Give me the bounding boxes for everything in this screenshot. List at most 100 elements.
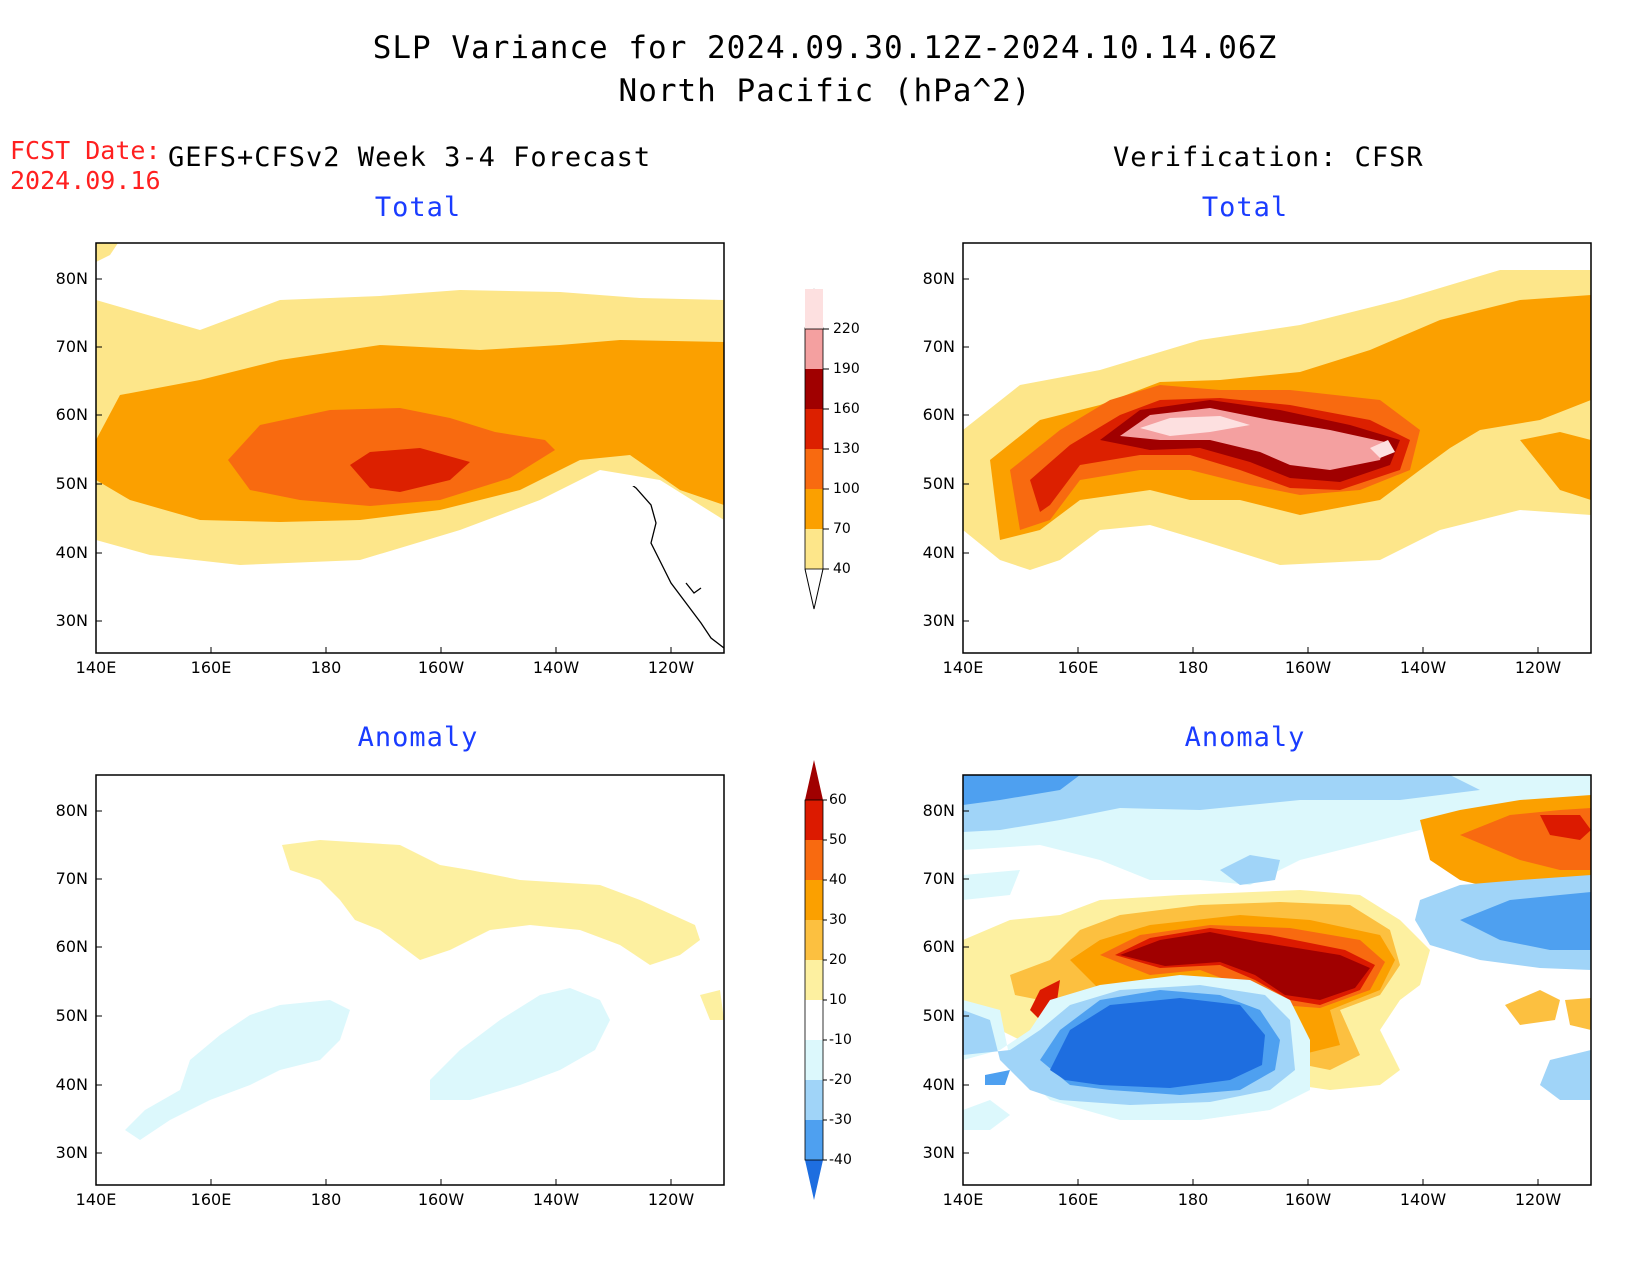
colorbar-total-swatch [805, 489, 823, 529]
colorbar-anomaly-swatch [805, 920, 823, 960]
colorbar-total-label: 220 [833, 321, 860, 337]
lat-tick-label: 70N [56, 337, 88, 356]
colorbar-anomaly-label: 10 [829, 992, 847, 1008]
lat-tick-label: 40N [923, 543, 955, 562]
colorbar-total-swatch [805, 369, 823, 409]
lat-tick-label: 40N [56, 1075, 88, 1094]
lon-tick-label: 180 [311, 658, 342, 677]
lat-tick-label: 30N [56, 1143, 88, 1162]
lat-tick-label: 80N [56, 801, 88, 820]
colorbar-anomaly-swatch [805, 760, 823, 800]
verification-total-map [963, 243, 1591, 653]
lon-tick-label: 140W [1400, 658, 1447, 677]
lat-tick-label: 70N [923, 337, 955, 356]
lat-tick-label: 50N [923, 474, 955, 493]
lat-tick-label: 50N [56, 1006, 88, 1025]
verification-header: Verification: CFSR [1113, 142, 1424, 173]
lon-tick-label: 160W [1285, 1190, 1332, 1209]
colorbar-total-label: 40 [833, 561, 851, 577]
lat-tick-label: 60N [56, 405, 88, 424]
axis-labels: 80N 70N 60N 50N 40N 30N 140E 160E 180 160W 140W 120… [56, 269, 1562, 1209]
colorbar-anomaly-swatch [805, 880, 823, 920]
lon-tick-label: 120W [648, 1190, 695, 1209]
lon-tick-label: 180 [1178, 1190, 1209, 1209]
colorbar-anomaly-label: 60 [829, 792, 847, 808]
colorbar-total-label: 70 [833, 521, 851, 537]
colorbar-anomaly: 60 50 40 30 20 10 -10 -20 -30 -40 [804, 760, 852, 1200]
lat-tick-label: 50N [56, 474, 88, 493]
main-title: SLP Variance for 2024.09.30.12Z-2024.10.… [372, 30, 1278, 66]
colorbar-total-label: 130 [833, 441, 860, 457]
colorbar-anomaly-label: -20 [829, 1072, 852, 1088]
colorbar-anomaly-swatch [805, 960, 823, 1000]
lon-tick-label: 140W [533, 658, 580, 677]
lat-tick-label: 80N [56, 269, 88, 288]
colorbar-total-swatch [805, 449, 823, 489]
colorbar-total: 220 190 160 130 100 70 40 [804, 288, 860, 610]
forecast-anomaly-subtitle: Anomaly [357, 722, 479, 753]
lat-tick-label: 80N [923, 801, 955, 820]
forecast-anomaly-map [96, 775, 724, 1185]
verification-anomaly-map [963, 775, 1591, 1185]
colorbar-total-swatch [805, 409, 823, 449]
fcst-date: 2024.09.16 [10, 166, 161, 195]
colorbar-anomaly-label: -10 [829, 1032, 852, 1048]
lon-tick-label: 140E [76, 658, 117, 677]
colorbar-total-swatch [805, 529, 823, 569]
lon-tick-label: 140W [1400, 1190, 1447, 1209]
colorbar-total-label: 160 [833, 401, 860, 417]
lat-tick-label: 60N [56, 937, 88, 956]
lat-tick-label: 60N [923, 405, 955, 424]
lat-tick-label: 30N [923, 1143, 955, 1162]
colorbar-anomaly-label: 50 [829, 832, 847, 848]
lat-tick-label: 70N [923, 869, 955, 888]
lat-tick-label: 70N [56, 869, 88, 888]
lat-tick-label: 40N [923, 1075, 955, 1094]
colorbar-anomaly-swatch [805, 840, 823, 880]
colorbar-anomaly-swatch [805, 1000, 823, 1040]
forecast-total-map [96, 243, 724, 653]
lon-tick-label: 160E [1058, 1190, 1099, 1209]
colorbar-anomaly-swatch [805, 1120, 823, 1160]
lon-tick-label: 140W [533, 1190, 580, 1209]
colorbar-anomaly-swatch [805, 800, 823, 840]
colorbar-total-swatch [805, 289, 823, 329]
lon-tick-label: 160E [1058, 658, 1099, 677]
colorbar-total-swatch [805, 329, 823, 369]
forecast-total-subtitle: Total [374, 192, 462, 223]
lat-tick-label: 50N [923, 1006, 955, 1025]
colorbar-anomaly-label: -30 [829, 1112, 852, 1128]
lat-tick-label: 30N [923, 611, 955, 630]
colorbar-anomaly-label: 20 [829, 952, 847, 968]
colorbar-anomaly-swatch [805, 1080, 823, 1120]
lon-tick-label: 140E [943, 658, 984, 677]
forecast-header: GEFS+CFSv2 Week 3-4 Forecast [168, 142, 652, 173]
colorbar-anomaly-label: 30 [829, 912, 847, 928]
lon-tick-label: 140E [76, 1190, 117, 1209]
lon-tick-label: 120W [1515, 658, 1562, 677]
lon-tick-label: 120W [1515, 1190, 1562, 1209]
colorbar-anomaly-label: -40 [829, 1152, 852, 1168]
lon-tick-label: 180 [1178, 658, 1209, 677]
lat-tick-label: 60N [923, 937, 955, 956]
lon-tick-label: 180 [311, 1190, 342, 1209]
lon-tick-label: 140E [943, 1190, 984, 1209]
colorbar-total-label: 190 [833, 361, 860, 377]
colorbar-anomaly-swatch [805, 1040, 823, 1080]
lon-tick-label: 160W [418, 658, 465, 677]
lat-tick-label: 80N [923, 269, 955, 288]
verification-anomaly-subtitle: Anomaly [1184, 722, 1306, 753]
verification-total-subtitle: Total [1201, 192, 1289, 223]
colorbar-anomaly-swatch [805, 1160, 823, 1200]
lon-tick-label: 160W [418, 1190, 465, 1209]
colorbar-anomaly-label: 40 [829, 872, 847, 888]
lon-tick-label: 160E [191, 1190, 232, 1209]
lat-tick-label: 30N [56, 611, 88, 630]
fcst-label: FCST Date: [10, 136, 161, 165]
lon-tick-label: 160E [191, 658, 232, 677]
lon-tick-label: 120W [648, 658, 695, 677]
lat-tick-label: 40N [56, 543, 88, 562]
main-subtitle: North Pacific (hPa^2) [618, 73, 1032, 109]
lon-tick-label: 160W [1285, 658, 1332, 677]
